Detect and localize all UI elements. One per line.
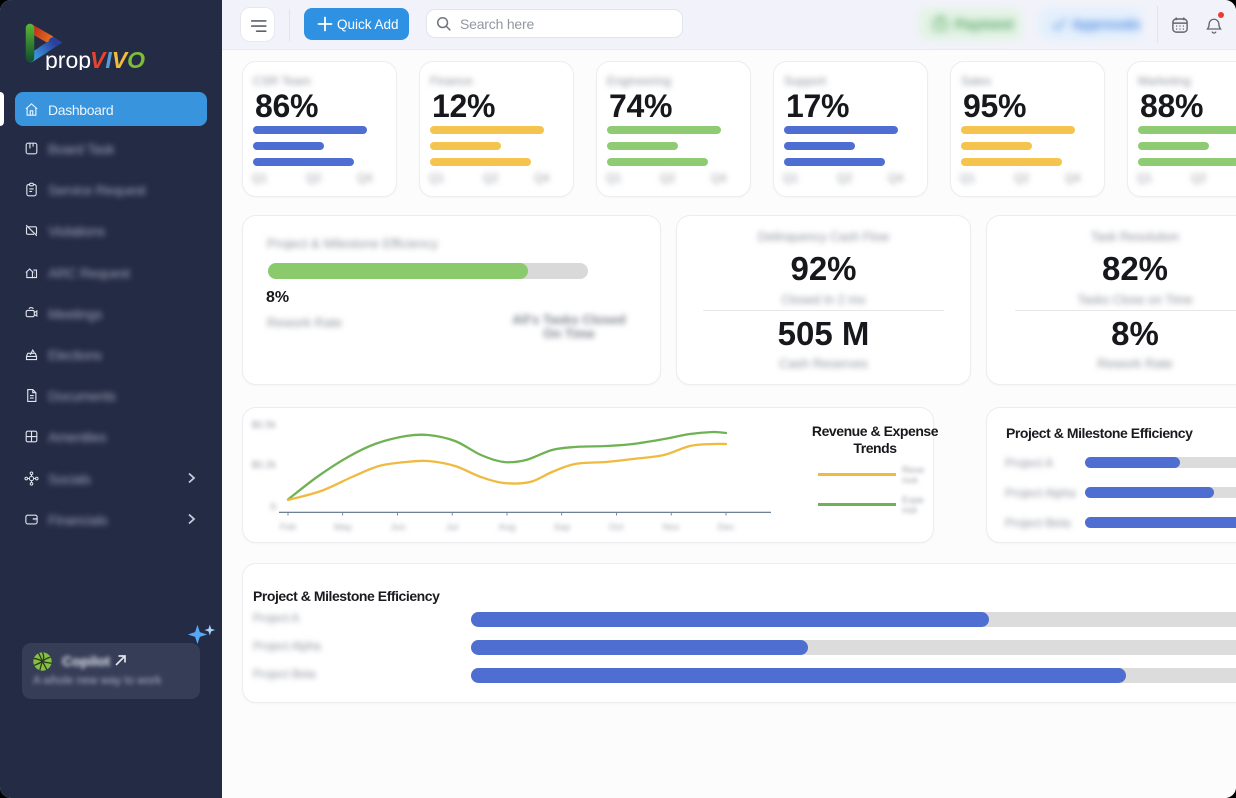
svg-text:Sep: Sep bbox=[554, 522, 571, 533]
svg-text:May: May bbox=[334, 522, 352, 533]
svg-text:Nov: Nov bbox=[663, 522, 680, 533]
svg-text:$0.2k: $0.2k bbox=[252, 460, 277, 471]
svg-text:VIVO: VIVO bbox=[90, 47, 145, 70]
svg-text:Jun: Jun bbox=[390, 522, 405, 533]
svg-text:$0.5k: $0.5k bbox=[252, 420, 277, 431]
svg-text:0: 0 bbox=[270, 502, 276, 513]
svg-text:Oct: Oct bbox=[609, 522, 624, 533]
svg-text:Jul: Jul bbox=[446, 522, 458, 533]
svg-text:Aug: Aug bbox=[499, 522, 516, 533]
svg-text:prop: prop bbox=[45, 47, 91, 70]
svg-text:Feb: Feb bbox=[280, 522, 296, 533]
svg-text:Dec: Dec bbox=[718, 522, 735, 533]
